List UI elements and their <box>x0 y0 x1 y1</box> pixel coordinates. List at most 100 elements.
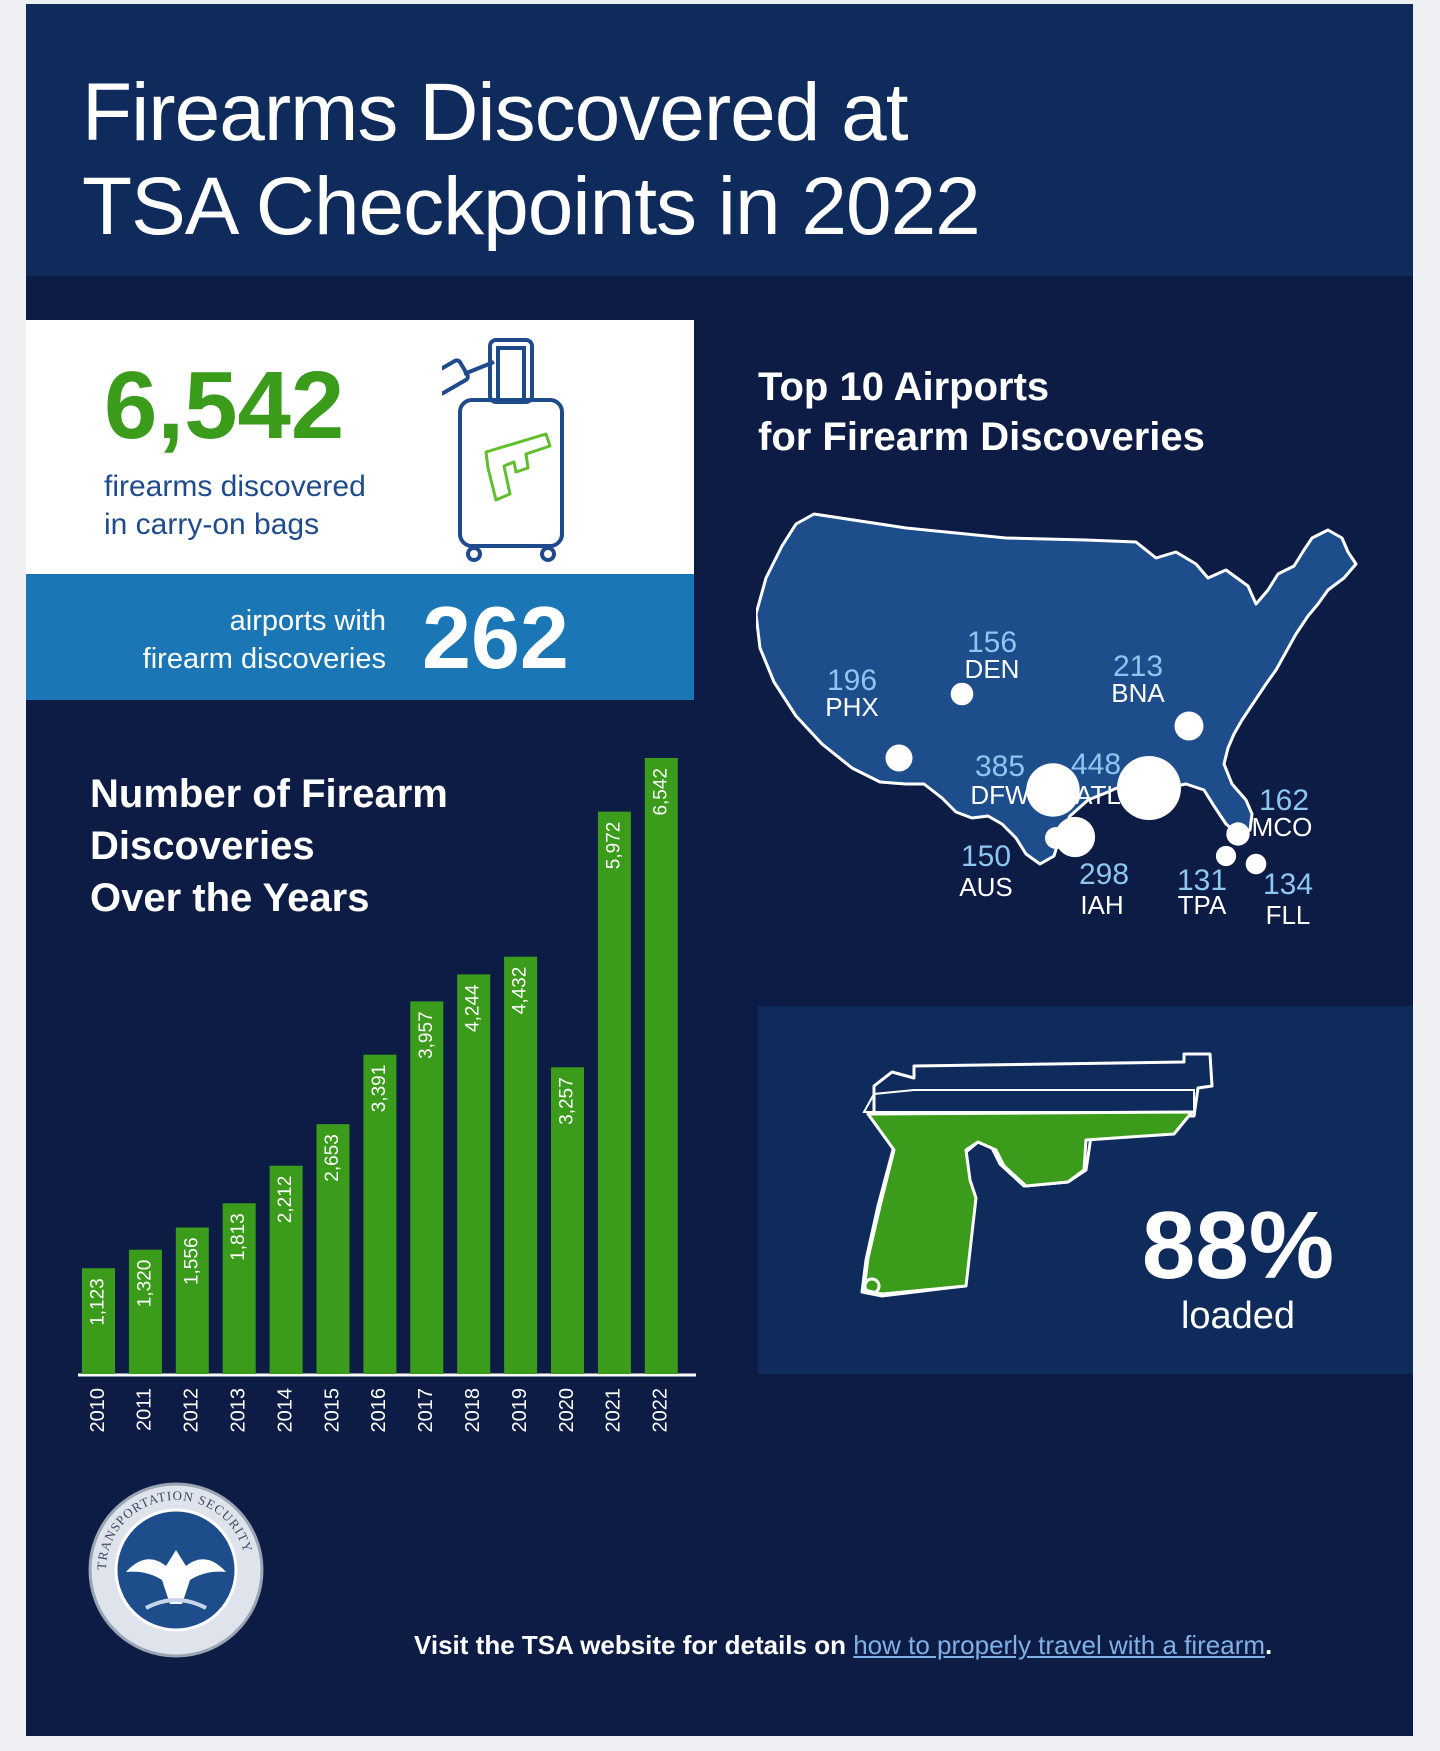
bar-2017 <box>410 1001 444 1374</box>
footer-period: . <box>1265 1630 1273 1660</box>
airports-caption: airports with firearm discoveries <box>86 602 386 678</box>
bar-2018 <box>457 974 491 1374</box>
bar-value-label: 2,212 <box>275 1176 296 1224</box>
bar-2013 <box>222 1203 256 1374</box>
footer-note: Visit the TSA website for details on how… <box>414 1628 1374 1662</box>
bar-value-label: 2,653 <box>322 1134 343 1182</box>
airport-value-FLL: 134 <box>1263 868 1313 901</box>
bar-2011 <box>128 1249 162 1374</box>
header-banner: Firearms Discovered at TSA Checkpoints i… <box>26 4 1413 276</box>
firearms-caption: firearms discovered in carry-on bags <box>104 468 434 544</box>
airports-stat-bar: airports with firearm discoveries 262 <box>26 574 694 700</box>
bar-2020 <box>551 1067 584 1374</box>
footer-text: Visit the TSA website for details on <box>414 1630 854 1660</box>
airport-value-ATL: 448 <box>1071 748 1121 781</box>
bar-2012 <box>175 1227 209 1374</box>
infographic: Firearms Discovered at TSA Checkpoints i… <box>26 4 1413 1736</box>
airport-bubble-AUS <box>1045 827 1067 849</box>
bar-2016 <box>363 1054 397 1374</box>
year-tick-label: 2018 <box>462 1388 484 1433</box>
year-tick-label: 2012 <box>181 1388 203 1433</box>
year-tick-label: 2021 <box>603 1388 625 1433</box>
airport-bubble-FLL <box>1245 853 1267 875</box>
year-tick-label: 2016 <box>368 1388 390 1433</box>
bar-2015 <box>316 1124 350 1374</box>
airports-caption-line-1: airports with <box>229 605 386 637</box>
bar-2022 <box>644 758 678 1374</box>
chart-title-line-1: Number of Firearm <box>90 772 448 816</box>
bar-value-label: 1,813 <box>228 1213 249 1261</box>
airport-bubble-ATL <box>1117 756 1181 820</box>
airport-code-FLL: FLL <box>1266 900 1311 930</box>
bar-value-label: 3,257 <box>557 1077 578 1125</box>
us-map-outline <box>756 512 1358 866</box>
firearms-caption-line-1: firearms discovered <box>104 470 366 503</box>
year-tick-label: 2014 <box>274 1388 296 1433</box>
airports-count: 262 <box>422 588 569 687</box>
bar-2019 <box>504 956 538 1374</box>
bar-value-label: 1,556 <box>181 1237 202 1285</box>
year-tick-label: 2019 <box>509 1388 531 1433</box>
airport-value-DEN: 156 <box>967 626 1017 659</box>
bar-value-label: 1,320 <box>134 1260 155 1308</box>
airport-value-IAH: 298 <box>1079 858 1129 891</box>
firearms-caption-line-2: in carry-on bags <box>104 508 320 541</box>
airport-value-TPA: 131 <box>1177 864 1227 897</box>
firearms-count: 6,542 <box>104 352 345 459</box>
bar-chart: 1,123 2010 1,320 2011 1,556 2012 1,813 2013 2,21… <box>78 758 696 1433</box>
title-line-2: TSA Checkpoints in 2022 <box>82 161 981 252</box>
map-title: Top 10 Airports for Firearm Discoveries <box>758 362 1318 462</box>
pistol-icon <box>860 1052 1214 1298</box>
airport-bubble-TPA <box>1215 845 1237 867</box>
map-title-line-2: for Firearm Discoveries <box>758 415 1205 459</box>
bar-2021 <box>597 811 631 1374</box>
year-tick-label: 2020 <box>556 1388 578 1433</box>
bar-value-label: 5,972 <box>603 822 624 870</box>
airport-code-AUS: AUS <box>959 872 1012 902</box>
airport-code-ATL: ATL <box>1075 780 1121 810</box>
airport-bubble-MCO <box>1226 822 1250 846</box>
loaded-stat-box: 88% loaded <box>758 1006 1413 1374</box>
loaded-percent: 88% <box>1141 1192 1335 1299</box>
page-title: Firearms Discovered at TSA Checkpoints i… <box>82 66 1182 254</box>
year-tick-label: 2015 <box>321 1388 343 1433</box>
firearm-travel-link[interactable]: how to properly travel with a firearm <box>853 1630 1266 1660</box>
bar-value-label: 3,391 <box>369 1065 390 1113</box>
year-tick-label: 2011 <box>134 1388 156 1431</box>
airport-value-DFW: 385 <box>975 750 1025 783</box>
year-tick-label: 2017 <box>415 1388 437 1433</box>
airport-code-DFW: DFW <box>970 780 1030 810</box>
airport-bubble-BNA <box>1174 711 1204 741</box>
bar-2010 <box>82 1268 115 1374</box>
map-title-line-1: Top 10 Airports <box>758 365 1050 409</box>
bar-value-label: 4,244 <box>463 984 484 1032</box>
chart-title-line-3: Over the Years <box>90 876 370 920</box>
carry-on-stat-box: 6,542 firearms discovered in carry-on ba… <box>26 320 694 574</box>
loaded-label: loaded <box>1180 1295 1296 1337</box>
airports-caption-line-2: firearm discoveries <box>142 643 386 675</box>
airport-code-TPA: TPA <box>1178 890 1227 920</box>
airport-value-AUS: 150 <box>961 840 1011 873</box>
airport-code-IAH: IAH <box>1080 890 1123 920</box>
airport-bubble-PHX <box>885 744 913 772</box>
chart-title-line-2: Discoveries <box>90 824 315 868</box>
bar-value-label: 3,957 <box>416 1011 437 1059</box>
airport-bubble-DEN <box>950 682 974 706</box>
title-line-1: Firearms Discovered at <box>82 67 909 158</box>
year-tick-label: 2010 <box>87 1388 109 1433</box>
airport-code-DEN: DEN <box>965 654 1020 684</box>
bar-2014 <box>269 1165 303 1374</box>
tsa-seal-logo: TRANSPORTATION SECURITY <box>88 1482 264 1658</box>
bar-value-label: 4,432 <box>510 967 531 1015</box>
bar-value-label: 6,542 <box>650 768 671 816</box>
bar-value-label: 1,123 <box>88 1278 109 1326</box>
airport-bubble-IAH <box>1054 816 1096 858</box>
airport-code-PHX: PHX <box>825 692 878 722</box>
airport-value-MCO: 162 <box>1259 784 1309 817</box>
year-tick-label: 2013 <box>227 1388 249 1433</box>
airport-bubble-DFW <box>1026 763 1080 817</box>
chart-title: Number of Firearm Discoveries Over the Y… <box>90 768 510 924</box>
airport-value-PHX: 196 <box>827 664 877 697</box>
airport-value-BNA: 213 <box>1113 650 1163 683</box>
